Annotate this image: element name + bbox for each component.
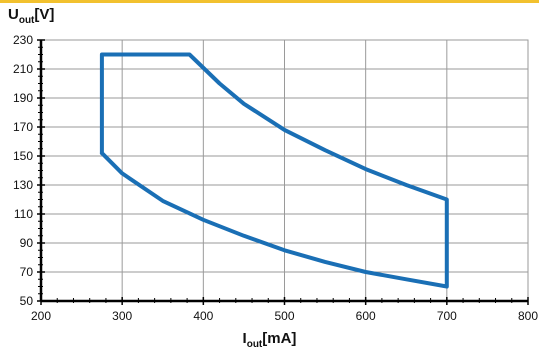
x-tick-label-800: 800 — [518, 309, 538, 323]
x-tick-label-600: 600 — [356, 309, 376, 323]
y-tick-label-130: 130 — [13, 178, 33, 192]
x-tick-label-400: 400 — [193, 309, 213, 323]
series — [99, 52, 449, 289]
x-tick-label-700: 700 — [437, 309, 457, 323]
y-tick-label-210: 210 — [13, 62, 33, 76]
tick-labels: 200 300 400 500 600 700 800 50 70 90 110 130 150 170 1… — [13, 33, 538, 323]
x-tick-label-500: 500 — [274, 309, 294, 323]
axes — [37, 39, 529, 305]
grid — [40, 39, 529, 302]
y-tick-label-50: 50 — [20, 294, 34, 308]
x-tick-label-300: 300 — [112, 309, 132, 323]
y-tick-label-70: 70 — [20, 265, 34, 279]
series-line-0 — [99, 52, 449, 289]
y-tick-label-110: 110 — [14, 207, 33, 221]
y-tick-label-190: 190 — [13, 91, 33, 105]
x-tick-label-200: 200 — [31, 309, 51, 323]
y-tick-label-170: 170 — [13, 120, 33, 134]
top-accent-bar — [0, 0, 539, 3]
y-tick-label-90: 90 — [20, 236, 34, 250]
y-tick-label-230: 230 — [13, 33, 33, 47]
y-tick-label-150: 150 — [13, 149, 33, 163]
y-axis-label: Uout[V] — [8, 6, 55, 26]
x-axis-label: Iout[mA] — [242, 330, 297, 350]
